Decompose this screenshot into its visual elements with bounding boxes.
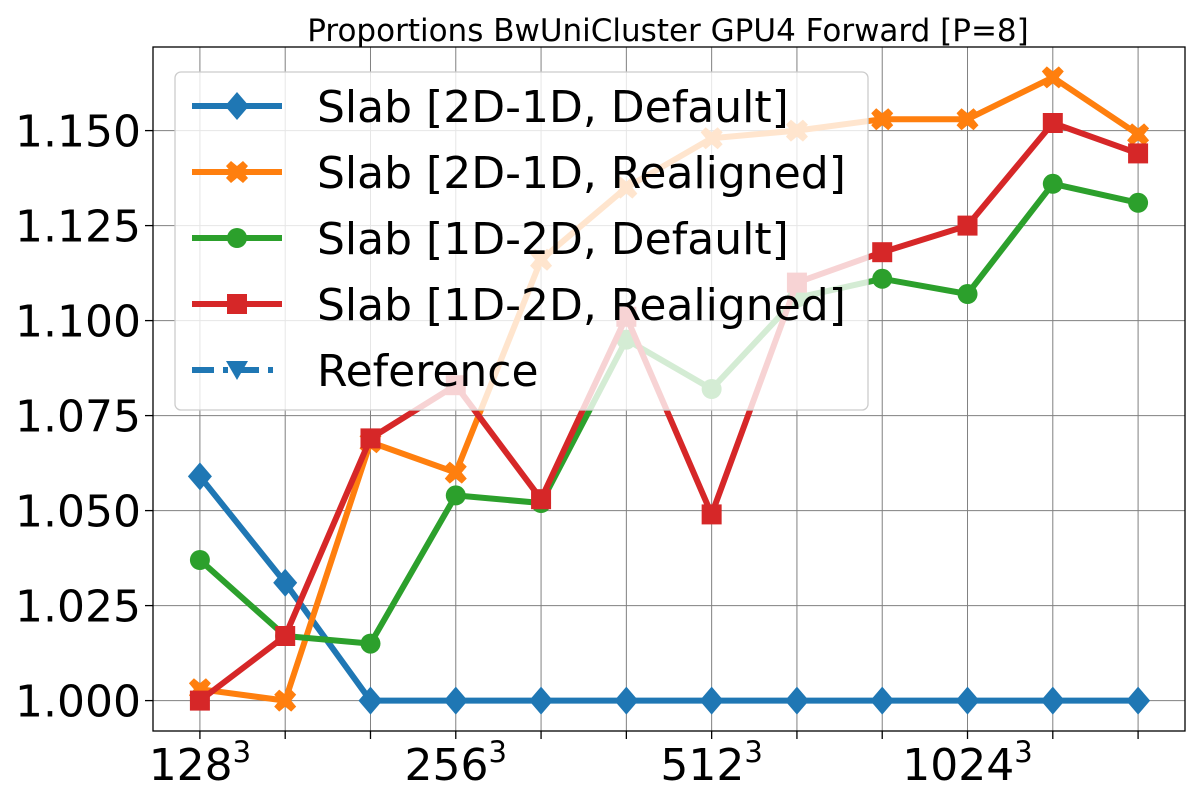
legend-box xyxy=(174,71,869,411)
legend-label: Slab [2D-1D, Realigned] xyxy=(317,148,846,199)
data-point xyxy=(699,686,724,715)
x-tick-label: 5123 xyxy=(660,735,762,791)
data-point xyxy=(870,686,895,715)
data-point xyxy=(445,485,466,506)
data-point xyxy=(443,686,468,715)
data-point xyxy=(189,550,210,570)
chart-title: Proportions BwUniCluster GPU4 Forward [P… xyxy=(307,13,1029,49)
x-tick-label: 10243 xyxy=(902,735,1032,791)
data-point xyxy=(187,462,212,491)
series-line xyxy=(198,120,1140,703)
y-tick-label: 1.050 xyxy=(15,487,141,538)
data-point xyxy=(872,268,893,289)
data-point xyxy=(784,686,809,715)
data-point xyxy=(957,215,978,236)
data-point xyxy=(1042,173,1063,194)
data-point xyxy=(358,686,383,715)
axes: 1.000 1.025 1.050 1.075 1.100 1.125 1.150 1283 2… xyxy=(15,107,1139,791)
legend-marker xyxy=(227,228,247,248)
y-tick-label: 1.000 xyxy=(15,677,141,728)
plot-frame xyxy=(152,46,1186,732)
data-point xyxy=(360,428,381,449)
legend: Slab [2D-1D, Default] Slab [2D-1D, Realig… xyxy=(174,71,869,411)
x-tick-label: 2563 xyxy=(405,735,507,791)
data-point xyxy=(444,461,467,484)
x-tick-label: 1283 xyxy=(149,735,251,791)
data-point xyxy=(531,489,552,510)
y-tick-label: 1.100 xyxy=(15,297,141,348)
data-point xyxy=(1042,113,1063,133)
legend-label: Slab [1D-2D, Realigned] xyxy=(317,280,846,331)
y-tick-label: 1.125 xyxy=(15,202,141,253)
data-point xyxy=(955,686,980,715)
data-point xyxy=(1041,66,1064,89)
data-point xyxy=(529,686,554,715)
data-point xyxy=(1128,192,1149,213)
data-point xyxy=(871,108,894,131)
y-tick-label: 1.025 xyxy=(15,582,141,633)
data-point xyxy=(957,284,978,304)
data-point xyxy=(1127,123,1150,146)
legend-marker xyxy=(226,361,248,380)
data-point xyxy=(872,242,893,263)
data-point xyxy=(1128,143,1149,164)
y-tick-label: 1.150 xyxy=(15,107,141,158)
data-point xyxy=(189,690,210,711)
legend-marker xyxy=(226,161,248,183)
data-point xyxy=(1126,686,1151,715)
legend-marker xyxy=(227,294,247,314)
data-point xyxy=(701,504,722,525)
data-point xyxy=(956,108,979,131)
data-point xyxy=(614,686,639,715)
series-line xyxy=(197,474,1139,704)
y-tick-label: 1.075 xyxy=(15,392,141,443)
legend-label: Slab [2D-1D, Default] xyxy=(317,82,789,133)
legend-label: Reference xyxy=(317,346,539,397)
data-point xyxy=(1040,686,1065,715)
data-point xyxy=(273,568,298,597)
data-point xyxy=(274,689,297,712)
data-point xyxy=(275,626,296,646)
legend-marker xyxy=(225,92,249,120)
series-1 xyxy=(187,462,1151,715)
data-point xyxy=(360,633,381,654)
legend-label: Slab [1D-2D, Default] xyxy=(317,214,789,265)
